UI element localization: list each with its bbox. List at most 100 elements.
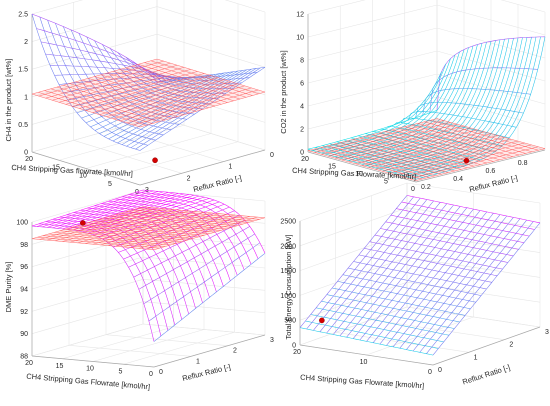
plane-line <box>146 216 258 250</box>
x-tick-label: 0 <box>428 369 432 376</box>
surface-line <box>406 36 537 177</box>
x-tick-label: 15 <box>328 164 336 171</box>
grid-line <box>31 6 266 42</box>
surface-line <box>316 63 447 152</box>
surface-line <box>359 207 468 341</box>
plane-line <box>77 210 189 244</box>
surface-line <box>58 76 185 85</box>
surface-line <box>306 196 414 330</box>
plane-line <box>79 73 205 109</box>
surface-line <box>103 72 230 137</box>
grid-line <box>299 257 541 296</box>
surface-line <box>386 213 494 346</box>
surface-line <box>325 54 456 155</box>
surface-line <box>148 242 261 322</box>
plane-line <box>72 71 198 107</box>
x-axis-label: CH4 Stripping Gas Flowrate [kmol/hr] <box>300 373 425 391</box>
plane-line <box>65 69 191 105</box>
grid-line <box>31 234 266 267</box>
surface-line <box>99 72 225 134</box>
plane-line <box>348 129 478 163</box>
surface-line <box>379 211 488 345</box>
plane-line <box>395 142 525 176</box>
y-axis-label: Reflux Ratio [-] <box>461 363 511 387</box>
z-tick-label: 1.5 <box>18 67 28 74</box>
axes-grid <box>299 182 541 366</box>
surface-line <box>81 75 207 119</box>
surface-line <box>139 66 266 151</box>
grid-line <box>31 256 266 290</box>
grid-line <box>73 140 182 174</box>
surface-line <box>392 214 501 347</box>
surface-line <box>346 204 454 338</box>
z-tick-label: 94 <box>20 287 28 294</box>
y-tick-label: 3 <box>545 329 549 336</box>
surface-mesh <box>31 189 266 342</box>
surface-line <box>366 40 496 166</box>
z-tick-label: 0 <box>292 343 296 350</box>
grid-line <box>335 332 469 353</box>
grid-line <box>112 141 239 178</box>
plane-line <box>375 137 505 170</box>
surface-line <box>393 37 523 174</box>
y-tick-label: 0.6 <box>486 168 496 175</box>
plane-line <box>45 62 171 99</box>
plane-line <box>321 122 451 155</box>
x-axis-label: CH4 Stripping Gas flowrate [kmol/hr] <box>11 163 133 178</box>
z-tick-label: 1500 <box>280 268 296 275</box>
z-tick-label: 500 <box>284 318 296 325</box>
y-axis-label: Reflux Ratio [-] <box>181 362 231 383</box>
z-tick-label: 92 <box>20 309 28 316</box>
plane-line <box>85 211 197 244</box>
x-tick-label: 10 <box>79 173 87 180</box>
surface-line <box>98 198 210 238</box>
x-tick-label: 5 <box>384 179 388 186</box>
surface-line <box>49 64 176 81</box>
plane-line <box>388 140 519 174</box>
y-tick-label: 2 <box>187 175 191 182</box>
y-tick-label: 2 <box>233 348 237 355</box>
z-axis-label: CO2 in the product [wt%] <box>279 50 288 133</box>
y-tick-label: 1 <box>196 358 200 365</box>
y-tick-label: 0.2 <box>421 184 431 191</box>
grid-line <box>299 232 541 271</box>
surface-line <box>326 200 434 334</box>
axis-line <box>31 355 155 368</box>
plane-line <box>334 125 465 159</box>
x-tick-label: 10 <box>86 366 94 373</box>
z-axis-label: Total Energy Consumption [kW] <box>284 234 293 339</box>
surface-line <box>419 219 527 353</box>
z-tick-label: 2500 <box>280 219 296 226</box>
axis-line <box>432 326 541 366</box>
grid-line <box>307 27 546 61</box>
plane-fill <box>32 59 265 128</box>
z-tick-label: 1000 <box>280 293 296 300</box>
surface-line <box>143 233 255 305</box>
surface-line <box>366 208 474 342</box>
plane-line <box>138 216 250 249</box>
surface-line <box>432 222 541 356</box>
surface-mesh <box>31 13 266 164</box>
surface-line <box>57 192 169 229</box>
surface-line <box>108 201 220 244</box>
plane-line <box>108 213 220 246</box>
surface-line <box>123 210 235 260</box>
grid-line <box>307 0 546 15</box>
z-axis-label: DME Purity [%] <box>4 262 13 313</box>
grid-line <box>307 50 546 84</box>
surface-line <box>92 196 205 236</box>
surface-line <box>412 218 521 352</box>
x-tick-label: 20 <box>25 156 33 163</box>
plane-line <box>38 60 164 97</box>
surface-line <box>47 191 159 228</box>
plane-line <box>153 217 266 250</box>
y-tick-label: 1 <box>228 164 232 171</box>
surface-line <box>402 37 532 176</box>
surface-mesh <box>307 36 546 181</box>
surface-line <box>77 194 189 232</box>
surface-line <box>339 203 448 337</box>
y-tick-label: 1 <box>474 354 478 361</box>
plane-line <box>31 206 144 239</box>
x-tick-label: 15 <box>52 164 60 171</box>
